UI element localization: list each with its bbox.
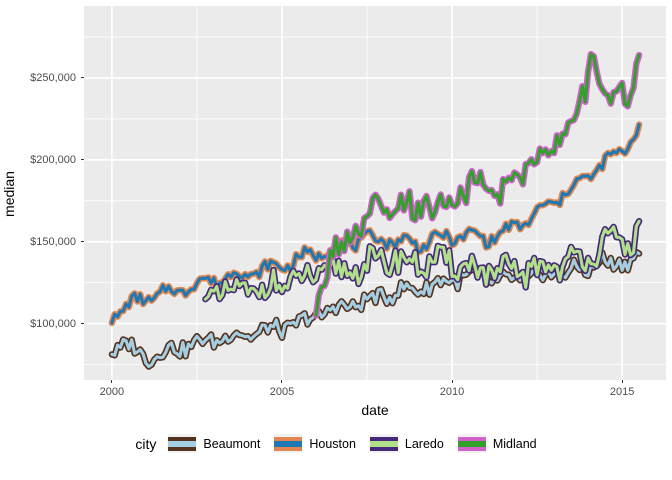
plot-lines-svg bbox=[84, 6, 666, 380]
legend-key-swatch bbox=[274, 434, 303, 453]
y-tick-mark bbox=[81, 159, 84, 161]
legend-item-beaumont: Beaumont bbox=[168, 434, 260, 453]
x-tick-label: 2005 bbox=[269, 386, 295, 398]
legend-label: Laredo bbox=[404, 436, 444, 451]
series-line-beaumont bbox=[110, 250, 641, 369]
legend-title: city bbox=[135, 435, 157, 452]
y-tick-label: $200,000 bbox=[30, 153, 76, 166]
series-line-houston bbox=[110, 123, 641, 325]
x-tick-label: 2010 bbox=[439, 386, 465, 398]
legend-item-laredo: Laredo bbox=[369, 434, 444, 453]
x-tick-mark bbox=[621, 380, 623, 383]
y-tick-label: $150,000 bbox=[30, 235, 76, 248]
legend-key-line bbox=[457, 436, 486, 451]
legend-label: Beaumont bbox=[203, 436, 261, 451]
x-tick-mark bbox=[281, 380, 283, 383]
legend-key-swatch bbox=[457, 434, 486, 453]
y-tick-label: $100,000 bbox=[30, 317, 76, 330]
legend-label: Houston bbox=[309, 436, 356, 451]
legend-label: Midland bbox=[492, 436, 537, 451]
x-tick-mark bbox=[451, 380, 453, 383]
legend-key-swatch bbox=[369, 434, 398, 453]
y-tick-mark bbox=[81, 323, 84, 325]
x-axis-title: date bbox=[361, 402, 389, 418]
x-tick-label: 2000 bbox=[99, 386, 125, 398]
legend-key-line bbox=[274, 436, 303, 451]
x-tick-label: 2015 bbox=[609, 386, 635, 398]
legend-key-swatch bbox=[168, 434, 197, 453]
legend-key-line bbox=[369, 436, 398, 451]
y-tick-label: $250,000 bbox=[30, 71, 76, 84]
legend: city Beaumont Houston Laredo Midland bbox=[0, 434, 672, 453]
legend-item-houston: Houston bbox=[274, 434, 356, 453]
legend-item-midland: Midland bbox=[457, 434, 537, 453]
x-tick-mark bbox=[111, 380, 113, 383]
y-axis-title: median bbox=[1, 171, 17, 217]
legend-key-line bbox=[168, 436, 197, 451]
series-line-midland bbox=[314, 52, 641, 317]
y-tick-mark bbox=[81, 241, 84, 243]
plot-panel bbox=[84, 6, 666, 380]
legend-items: Beaumont Houston Laredo Midland bbox=[168, 434, 537, 453]
series-line-laredo bbox=[203, 219, 641, 301]
y-tick-mark bbox=[81, 77, 84, 79]
